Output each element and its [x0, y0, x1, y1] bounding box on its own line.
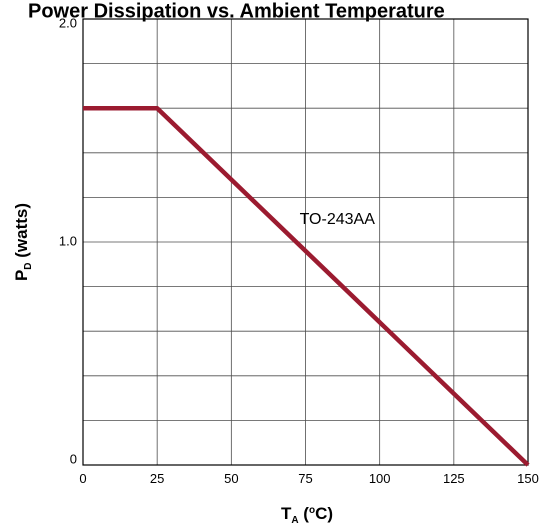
x-axis-label-unit: C) — [315, 504, 333, 523]
y-axis-label-subscript: D — [23, 262, 34, 269]
x-tick-label: 25 — [150, 471, 164, 486]
x-tick-label: 75 — [298, 471, 312, 486]
series-layer — [83, 105, 530, 467]
x-axis-ticks: 0 25 50 75 100 125 150 — [79, 471, 538, 486]
x-tick-label: 100 — [369, 471, 391, 486]
series-line — [83, 105, 530, 467]
x-axis-label-main: T — [281, 504, 292, 523]
y-axis-ticks: 0 1.0 2.0 — [59, 15, 77, 466]
y-tick-label: 1.0 — [59, 233, 77, 248]
chart-title: Power Dissipation vs. Ambient Temperatur… — [28, 1, 445, 23]
grid — [82, 18, 529, 466]
series-annotation-label: TO-243AA — [300, 211, 376, 228]
x-tick-label: 0 — [79, 471, 86, 486]
y-axis-label-main: P — [12, 270, 31, 281]
x-axis-label: TA (oC) — [281, 504, 333, 525]
x-axis-label-open: ( — [299, 504, 310, 523]
x-tick-label: 50 — [224, 471, 238, 486]
y-tick-label: 2.0 — [59, 15, 77, 30]
y-axis-label: PD (watts) — [12, 203, 34, 281]
x-tick-label: 125 — [443, 471, 465, 486]
y-axis-label-rest: (watts) — [12, 203, 31, 263]
y-tick-label: 0 — [70, 451, 77, 466]
x-axis-label-degree: o — [309, 505, 315, 516]
annotations: TO-243AA — [300, 211, 376, 228]
plot-frame — [82, 18, 529, 466]
x-axis-label-subscript: A — [291, 515, 298, 525]
x-tick-label: 150 — [517, 471, 539, 486]
